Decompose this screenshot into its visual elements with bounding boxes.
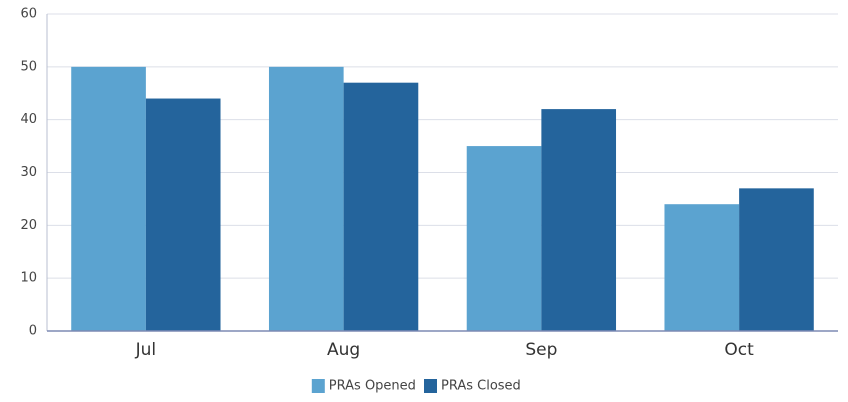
legend-swatch — [311, 379, 325, 393]
bar — [541, 109, 617, 331]
y-tick-label: 20 — [20, 218, 37, 233]
bar — [466, 146, 542, 331]
legend-swatch — [424, 379, 437, 393]
x-tick-label: Sep — [525, 340, 557, 360]
x-tick-label: Oct — [724, 340, 754, 360]
bar — [739, 188, 814, 331]
x-tick-label: Aug — [327, 340, 360, 360]
bar — [664, 204, 740, 331]
y-tick-label: 30 — [20, 165, 37, 180]
bar — [71, 66, 146, 331]
y-tick-label: 60 — [20, 7, 37, 22]
y-tick-label: 50 — [20, 59, 37, 74]
y-tick-label: 40 — [20, 112, 37, 127]
y-tick-label: 10 — [20, 271, 37, 286]
bar — [343, 82, 419, 331]
y-tick-label: 0 — [29, 324, 37, 339]
x-tick-label: Jul — [135, 340, 157, 360]
legend-label: PRAs Closed — [441, 379, 521, 394]
bar — [145, 98, 221, 332]
legend-label: PRAs Opened — [329, 379, 416, 394]
bar — [268, 66, 344, 331]
